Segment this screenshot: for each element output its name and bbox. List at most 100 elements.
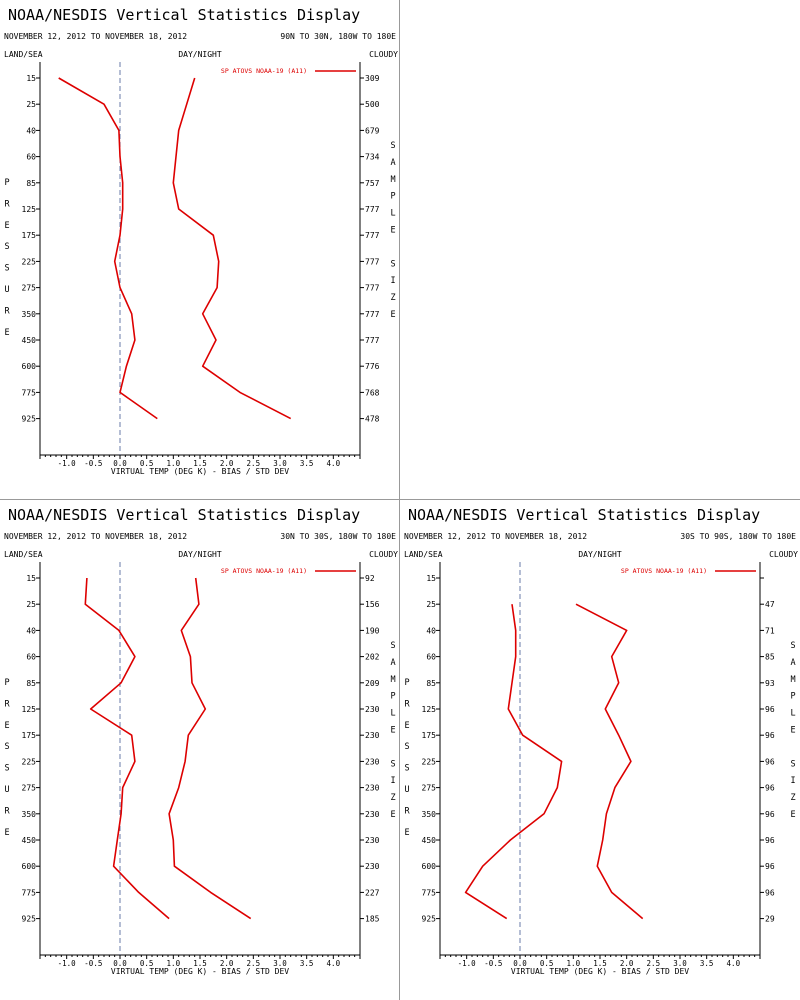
pressure-tick-label: 275 (422, 784, 437, 793)
x-tick-label: 2.5 (647, 959, 661, 968)
x-tick-label: 3.5 (300, 959, 314, 968)
x-tick-label: 1.5 (193, 459, 207, 468)
x-tick-label: 0.5 (540, 959, 554, 968)
pressure-tick-label: 225 (22, 257, 37, 266)
chart-svg: NOAA/NESDIS Vertical Statistics Display N… (4, 6, 398, 476)
sample-side-letter: E (390, 226, 395, 236)
sample-size-label: 777 (365, 205, 380, 214)
date-range: NOVEMBER 12, 2012 TO NOVEMBER 18, 2012 (4, 32, 187, 41)
pressure-side-letter: S (4, 242, 9, 252)
sample-side-letter: A (790, 658, 795, 668)
vertical-divider (399, 0, 400, 1000)
sample-size-label: 96 (765, 862, 775, 871)
pressure-tick-label: 175 (422, 731, 437, 740)
pressure-tick-label: 925 (422, 915, 437, 924)
x-tick-label: -0.5 (84, 959, 102, 968)
series-line-std-dev (575, 603, 644, 920)
pressure-tick-label: 450 (422, 836, 437, 845)
sample-side-letter: S (390, 259, 395, 269)
sample-side-letter: E (390, 310, 395, 320)
sample-size-label: 230 (365, 757, 380, 766)
pressure-side-letter: S (4, 742, 9, 752)
x-tick-label: 3.0 (273, 459, 287, 468)
pressure-side-letter: P (4, 678, 9, 688)
sample-side-letter: S (390, 141, 395, 151)
pressure-tick-label: 40 (426, 626, 436, 635)
x-tick-label: 2.0 (620, 959, 634, 968)
pressure-side-letter: R (4, 306, 10, 316)
pressure-tick-label: 85 (26, 179, 36, 188)
pressure-tick-label: 600 (22, 362, 37, 371)
x-tick-label: 0.0 (113, 459, 127, 468)
sample-size-label: 777 (365, 310, 380, 319)
pressure-side-letter: E (4, 221, 9, 231)
legend-label: SP ATOVS NOAA-19 (A11) (221, 567, 307, 575)
sample-size-label: 96 (765, 888, 775, 897)
pressure-tick-label: 775 (422, 888, 437, 897)
x-tick-label: 3.0 (273, 959, 287, 968)
display-title: NOAA/NESDIS Vertical Statistics Display (8, 506, 360, 524)
sample-size-label: 96 (765, 784, 775, 793)
x-tick-label: 1.0 (167, 459, 181, 468)
cloudy-label: CLOUDY (369, 550, 398, 559)
pressure-tick-label: 15 (426, 574, 436, 583)
pressure-tick-label: 450 (22, 836, 37, 845)
chart-svg: NOAA/NESDIS Vertical Statistics Display N… (4, 506, 398, 976)
sample-side-letter: L (390, 709, 395, 719)
x-tick-label: 4.0 (727, 959, 741, 968)
x-tick-label: 3.5 (300, 459, 314, 468)
sample-size-label: 230 (365, 784, 380, 793)
sample-size-label: 230 (365, 705, 380, 714)
pressure-tick-label: 60 (26, 653, 36, 662)
pressure-tick-label: 15 (26, 574, 36, 583)
pressure-side-letter: E (4, 328, 9, 338)
sample-side-letter: I (390, 776, 395, 786)
pressure-tick-label: 775 (22, 388, 37, 397)
sample-side-letter: S (390, 641, 395, 651)
sample-side-letter: E (790, 810, 795, 820)
pressure-tick-label: 350 (22, 310, 37, 319)
chart-panel-south: NOAA/NESDIS Vertical Statistics Display N… (400, 500, 800, 1000)
x-tick-label: 1.0 (167, 959, 181, 968)
pressure-side-letter: E (4, 721, 9, 731)
sample-size-label: 96 (765, 705, 775, 714)
sample-size-label: 230 (365, 810, 380, 819)
x-tick-label: -1.0 (58, 459, 77, 468)
day-night-label: DAY/NIGHT (578, 550, 622, 559)
pressure-tick-label: 600 (22, 862, 37, 871)
pressure-side-letter: E (4, 828, 9, 838)
pressure-side-letter: R (404, 699, 410, 709)
pressure-tick-label: 125 (22, 705, 37, 714)
sample-size-label: 190 (365, 626, 380, 635)
x-tick-label: 2.0 (220, 459, 234, 468)
pressure-tick-label: 40 (26, 126, 36, 135)
sample-size-label: 309 (365, 74, 380, 83)
pressure-side-letter: R (404, 806, 410, 816)
sample-side-letter: M (390, 675, 395, 685)
pressure-side-letter: S (404, 742, 409, 752)
sample-side-letter: S (790, 759, 795, 769)
sample-size-label: 96 (765, 810, 775, 819)
x-tick-label: 0.5 (140, 959, 154, 968)
sample-side-letter: S (390, 759, 395, 769)
x-tick-label: -0.5 (84, 459, 102, 468)
sample-size-label: 500 (365, 100, 380, 109)
region-label: 90N TO 30N, 180W TO 180E (280, 32, 396, 41)
sample-size-label: 757 (365, 179, 380, 188)
x-tick-label: -1.0 (58, 959, 77, 968)
pressure-side-letter: S (4, 264, 9, 274)
sample-size-label: 768 (365, 388, 380, 397)
day-night-label: DAY/NIGHT (178, 550, 222, 559)
x-axis-label: VIRTUAL TEMP (DEG K) - BIAS / STD DEV (111, 967, 289, 976)
pressure-tick-label: 925 (22, 915, 37, 924)
sample-side-letter: P (390, 192, 395, 202)
x-tick-label: 0.0 (113, 959, 127, 968)
series-line-bias (464, 604, 563, 920)
sample-side-letter: Z (390, 793, 395, 803)
chart-svg: NOAA/NESDIS Vertical Statistics Display N… (404, 506, 798, 976)
sample-size-label: 185 (365, 915, 380, 924)
series-line-bias (84, 577, 170, 920)
series-line-std-dev (168, 577, 252, 920)
region-label: 30S TO 90S, 180W TO 180E (680, 532, 796, 541)
pressure-tick-label: 350 (422, 810, 437, 819)
